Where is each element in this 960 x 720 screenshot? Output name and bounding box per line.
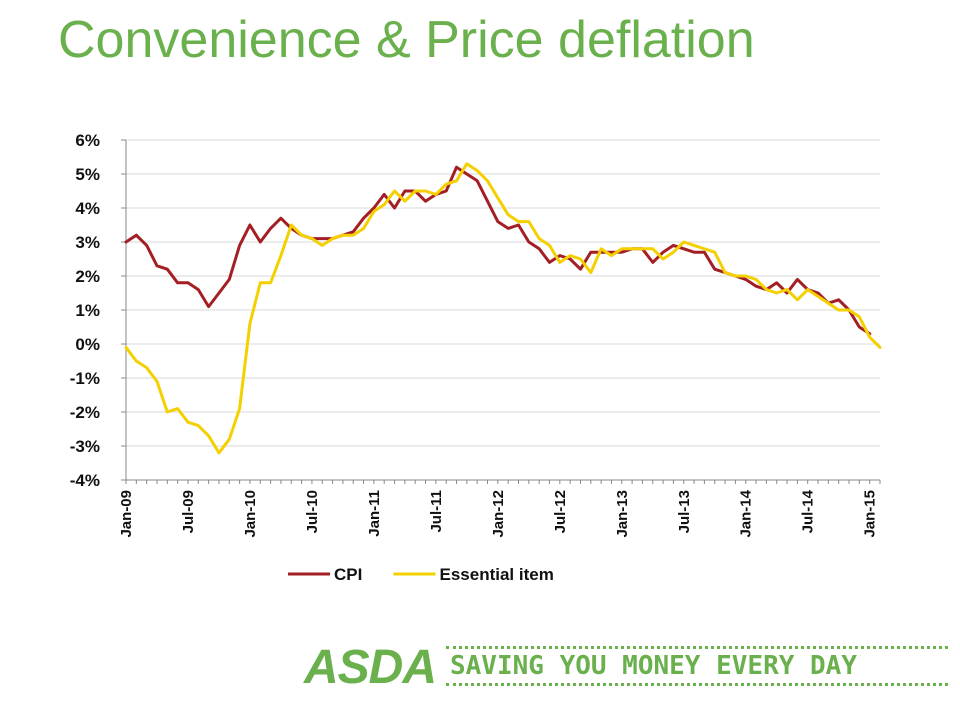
- chart-legend: CPI Essential item: [288, 565, 554, 584]
- legend-label-essential-item: Essential item: [440, 565, 554, 584]
- legend-label-cpi: CPI: [334, 565, 362, 584]
- brand-tagline: SAVING YOU MONEY EVERY DAY: [446, 646, 948, 686]
- slide-title: Convenience & Price deflation: [58, 11, 755, 69]
- x-tick-label: Jul-09: [180, 490, 197, 533]
- y-tick-label: 3%: [75, 233, 100, 252]
- x-tick-label: Jul-10: [304, 490, 321, 533]
- y-tick-label: -1%: [70, 369, 100, 388]
- series-line-cpi: [124, 165, 872, 336]
- x-tick-label: Jul-14: [800, 489, 817, 533]
- series-line-essential-item: [124, 162, 882, 455]
- line-chart: 6%5%4%3%2%1%0%-1%-2%-3%-4% Jan-09 Jul-09 J…: [70, 131, 882, 584]
- y-tick-label: -4%: [70, 471, 100, 490]
- x-tick-label: Jul-11: [428, 490, 445, 533]
- y-tick-label: 5%: [75, 165, 100, 184]
- x-tick-label: Jan-14: [738, 489, 755, 537]
- x-tick-label: Jul-12: [552, 490, 569, 533]
- x-tick-label: Jan-13: [614, 490, 631, 538]
- x-tick-label: Jul-13: [676, 490, 693, 533]
- y-tick-label: 1%: [75, 301, 100, 320]
- x-axis-ticks: Jan-09 Jul-09 Jan-10 Jul-10 Jan-11 Jul-11 Jan-…: [118, 480, 881, 538]
- brand-tagline-text: SAVING YOU MONEY EVERY DAY: [450, 651, 857, 681]
- y-tick-label: 2%: [75, 267, 100, 286]
- x-tick-label: Jan-15: [862, 490, 879, 538]
- chart-series: [124, 162, 882, 455]
- asda-logo: ASDA: [304, 641, 437, 694]
- x-tick-label: Jan-10: [242, 490, 259, 538]
- x-tick-label: Jan-09: [118, 490, 135, 538]
- x-tick-label: Jan-12: [490, 490, 507, 538]
- y-tick-label: -3%: [70, 437, 100, 456]
- y-tick-label: 4%: [75, 199, 100, 218]
- y-tick-label: -2%: [70, 403, 100, 422]
- x-tick-label: Jan-11: [366, 490, 383, 537]
- chart-gridlines: [126, 139, 880, 481]
- y-tick-label: 0%: [75, 335, 100, 354]
- y-tick-label: 6%: [75, 131, 100, 150]
- y-axis-ticks: 6% 5% 4% 3% 2% 1% 0% -1% -2% -3% -4%: [70, 131, 126, 490]
